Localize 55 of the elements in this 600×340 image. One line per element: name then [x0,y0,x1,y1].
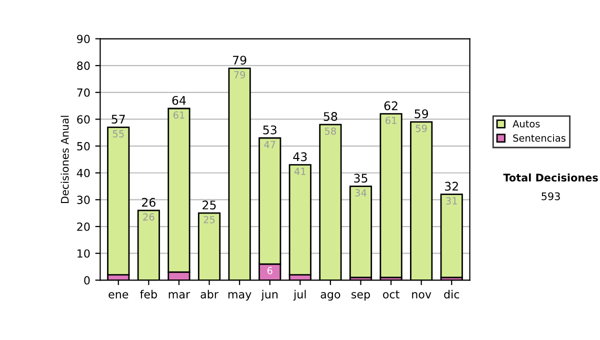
legend-label: Sentencias [513,134,566,142]
x-tick-label: jul [293,290,306,301]
y-tick-label: 50 [77,142,90,150]
x-tick-label: nov [412,292,432,298]
y-tick-label: 90 [77,34,90,44]
data-label: 79 [234,71,246,78]
total-label: 57 [112,114,125,124]
data-label: 61 [173,111,184,119]
total-label: 25 [202,200,216,210]
total-label: 26 [142,198,156,207]
data-label: 41 [294,168,306,175]
x-tick-label: sep [352,292,370,301]
text: Total Decisiones [503,173,598,182]
x-tick-label: ene [108,292,128,298]
total-label: 35 [354,174,368,183]
data-label: 58 [325,127,336,135]
y-tick-label: 80 [77,62,90,70]
x-tick-label: ago [320,292,340,301]
bar [380,113,402,278]
y-tick-label: 10 [78,249,90,258]
y-tick-label: 70 [77,88,90,97]
total-label: 43 [293,152,307,162]
data-label: 34 [355,189,366,196]
y-tick-label: 30 [77,196,90,204]
y-tick-label: 40 [76,168,90,178]
data-label: 59 [416,124,427,132]
data-label: 6 [267,266,272,274]
x-tick-label: feb [140,290,157,298]
total-label: 64 [172,96,186,105]
data-label: 47 [264,140,276,148]
total-label: 59 [414,109,428,118]
data-label: 31 [446,197,457,205]
y-axis-title: Decisiones Anual [60,116,69,203]
bar [349,186,372,278]
total-label: 79 [233,56,246,65]
y-tick-label: 0 [84,276,90,285]
total-label: 32 [445,182,458,191]
bar [440,194,463,278]
legend-label: Autos [512,120,540,128]
total-label: 62 [384,101,398,110]
total-label: 58 [324,112,338,121]
x-tick-label: abr [200,290,218,298]
x-tick-label: dic [444,290,460,298]
y-tick-label: 60 [77,115,90,124]
data-label: 55 [112,130,124,138]
data-label: 25 [204,216,215,224]
data-label: 61 [386,116,396,124]
text: 593 [542,192,560,200]
total-label: 53 [263,125,276,134]
data-label: 26 [143,213,154,221]
x-tick-label: oct [383,290,400,298]
x-tick-label: may [228,292,252,301]
y-tick-label: 20 [77,222,90,231]
x-tick-label: jun [261,290,278,301]
x-tick-label: mar [168,292,190,298]
